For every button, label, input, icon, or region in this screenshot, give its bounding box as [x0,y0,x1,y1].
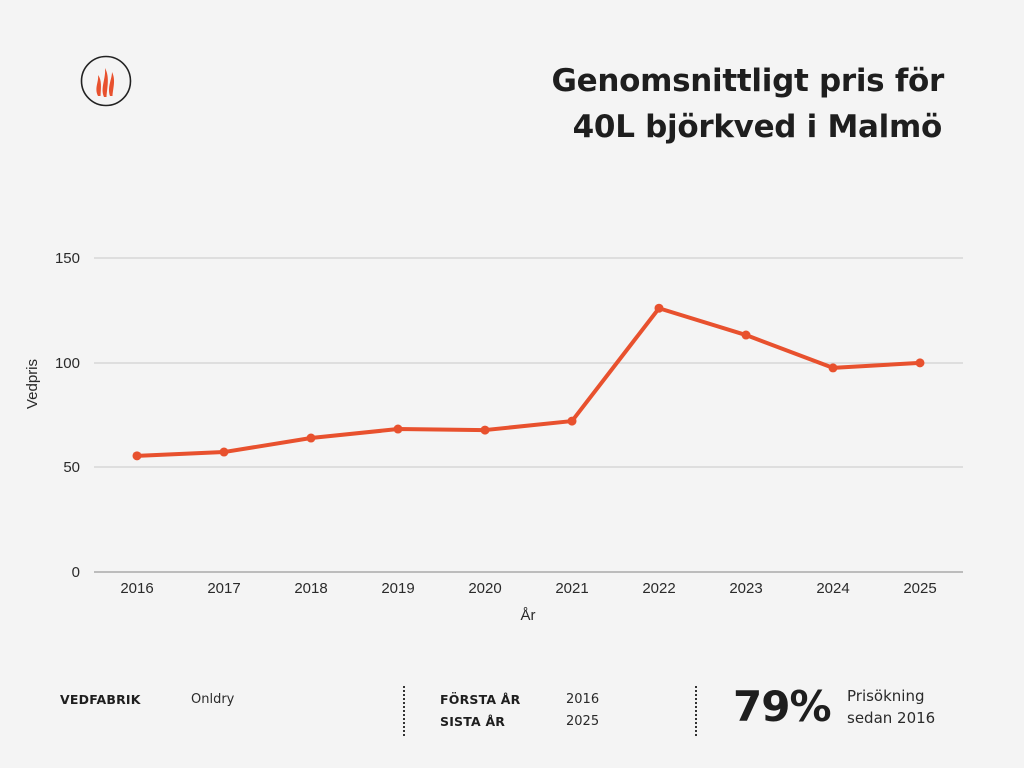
x-tick: 2023 [729,580,762,597]
maker-label: VEDFABRIK [60,692,141,707]
first-year-label: FÖRSTA ÅR [440,692,521,707]
divider [403,686,405,736]
data-point [132,451,142,461]
data-point [654,303,664,313]
increase-percentage: 79% [733,682,832,731]
flame-logo-icon [80,55,132,107]
line-chart: 150 100 50 0 Vedpris 2016 2017 2018 2019… [24,250,963,624]
data-series [132,303,925,461]
divider [695,686,697,736]
x-tick: 2024 [816,580,849,597]
increase-desc-line-1: Prisökning [847,687,925,705]
y-tick: 150 [55,250,80,267]
data-point [741,330,751,340]
footer: VEDFABRIK Onldry FÖRSTA ÅR 2016 SISTA ÅR… [0,680,1024,740]
y-axis: 150 100 50 0 Vedpris [24,250,80,581]
x-axis: 2016 2017 2018 2019 2020 2021 2022 2023 … [120,580,936,624]
data-point [393,424,403,434]
x-tick: 2016 [120,580,153,597]
x-axis-label: År [521,607,536,624]
data-point [828,363,838,373]
title-line-1: Genomsnittligt pris för [551,63,945,99]
y-tick: 50 [63,459,80,476]
data-point [915,358,925,368]
data-point [306,433,316,443]
y-tick: 100 [55,355,80,372]
last-year-value: 2025 [566,714,600,729]
x-tick: 2018 [294,580,327,597]
y-tick: 0 [72,564,80,581]
chart-title: Genomsnittligt pris för 40L björkved i M… [552,58,945,150]
data-point [567,416,577,426]
increase-desc-line-2: sedan 2016 [847,709,936,727]
x-tick: 2019 [381,580,414,597]
y-axis-label: Vedpris [24,359,41,409]
maker-value: Onldry [191,692,235,707]
title-line-2: 40L björkved i Malmö [572,109,943,145]
last-year-label: SISTA ÅR [440,714,506,729]
data-point [219,447,229,457]
increase-description: Prisökning sedan 2016 [847,685,935,729]
x-tick: 2021 [555,580,588,597]
first-year-value: 2016 [566,692,600,707]
x-tick: 2025 [903,580,936,597]
gridlines [94,257,963,573]
x-tick: 2017 [207,580,240,597]
series-line [135,306,922,458]
data-point [480,425,490,435]
x-tick: 2022 [642,580,675,597]
x-tick: 2020 [468,580,501,597]
